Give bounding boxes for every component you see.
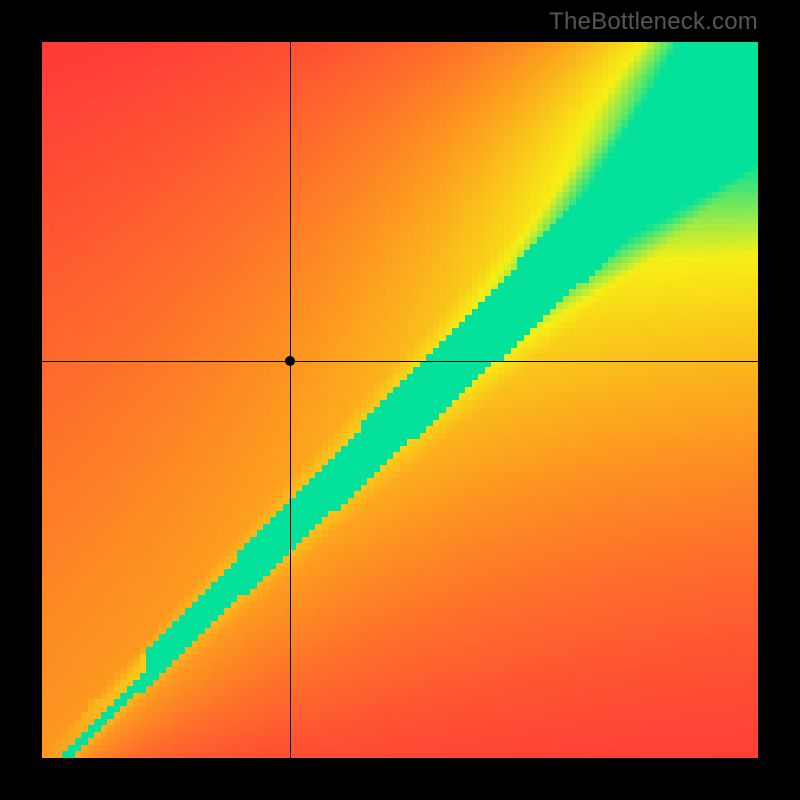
crosshair-vertical [290,42,291,758]
watermark-text: TheBottleneck.com [549,8,758,36]
plot-area [42,42,758,758]
crosshair-marker [285,356,295,366]
figure-root: TheBottleneck.com [0,0,800,800]
crosshair-horizontal [42,361,758,362]
heatmap-canvas [42,42,758,758]
